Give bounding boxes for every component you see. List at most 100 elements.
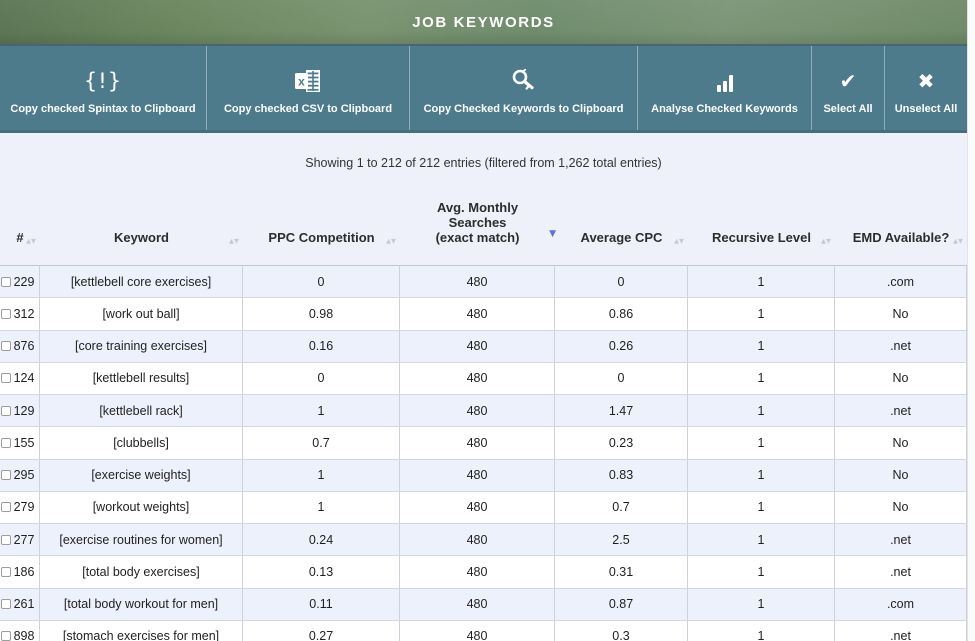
row-checkbox[interactable] <box>1 406 11 416</box>
row-number: 155 <box>11 436 39 450</box>
spintax-braces-icon: {!} <box>84 66 122 92</box>
analyse-keywords-button[interactable]: Analyse Checked Keywords <box>638 46 812 130</box>
cell-emd: .net <box>835 395 967 426</box>
cell-cpc: 0.87 <box>555 589 688 620</box>
select-all-button[interactable]: ✔ Select All <box>812 46 885 130</box>
excel-file-icon: x <box>295 66 321 92</box>
cell-keyword: [kettlebell rack] <box>40 395 243 426</box>
title-bar: JOB KEYWORDS <box>0 0 967 44</box>
table-row: 124[kettlebell results]048001No <box>0 363 967 395</box>
row-id-cell: 129 <box>0 395 40 426</box>
table-row: 277[exercise routines for women]0.244802… <box>0 524 967 556</box>
copy-spintax-button[interactable]: {!} Copy checked Spintax to Clipboard <box>0 46 207 130</box>
cell-recursive: 1 <box>688 621 835 641</box>
row-id-cell: 312 <box>0 298 40 329</box>
row-id-cell: 277 <box>0 524 40 555</box>
sort-icon[interactable]: ▲▼ <box>821 239 831 244</box>
row-checkbox[interactable] <box>1 438 11 448</box>
row-checkbox[interactable] <box>1 309 11 319</box>
column-header-avg-monthly-searches[interactable]: Avg. Monthly Searches (exact match) ▼ <box>400 185 555 260</box>
column-header-average-cpc[interactable]: Average CPC ▲▼ <box>555 215 688 260</box>
page-title: JOB KEYWORDS <box>0 0 967 46</box>
cell-searches: 480 <box>400 395 555 426</box>
cell-keyword: [total body workout for men] <box>40 589 243 620</box>
copy-spintax-label: Copy checked Spintax to Clipboard <box>4 103 201 115</box>
cell-emd: .net <box>835 621 967 641</box>
page-edge-scroll-strip[interactable] <box>967 0 975 641</box>
cell-searches: 480 <box>400 621 555 641</box>
row-checkbox[interactable] <box>1 373 11 383</box>
sort-icon[interactable]: ▲▼ <box>674 239 684 244</box>
table-row: 876[core training exercises]0.164800.261… <box>0 331 967 363</box>
row-number: 312 <box>11 307 39 321</box>
cell-searches: 480 <box>400 298 555 329</box>
row-checkbox[interactable] <box>1 535 11 545</box>
cell-emd: No <box>835 460 967 491</box>
sort-icon[interactable]: ▲▼ <box>26 239 36 244</box>
row-id-cell: 898 <box>0 621 40 641</box>
row-checkbox[interactable] <box>1 567 11 577</box>
x-mark-icon: ✖ <box>918 66 935 92</box>
cell-recursive: 1 <box>688 524 835 555</box>
cell-cpc: 2.5 <box>555 524 688 555</box>
column-header-recursive-level[interactable]: Recursive Level ▲▼ <box>688 215 835 260</box>
cell-emd: No <box>835 492 967 523</box>
table-header-row: # ▲▼ Keyword ▲▼ PPC Competition ▲▼ Avg. … <box>0 200 967 266</box>
column-header-ppc-competition[interactable]: PPC Competition ▲▼ <box>243 215 400 260</box>
column-header-emd-available[interactable]: EMD Available? ▲▼ <box>835 215 967 260</box>
sort-icon[interactable]: ▲▼ <box>229 239 239 244</box>
row-checkbox[interactable] <box>1 502 11 512</box>
cell-emd: .net <box>835 556 967 587</box>
cell-recursive: 1 <box>688 460 835 491</box>
row-number: 295 <box>11 468 39 482</box>
table-row: 312[work out ball]0.984800.861No <box>0 298 967 330</box>
copy-keywords-button[interactable]: Copy Checked Keywords to Clipboard <box>410 46 638 130</box>
row-id-cell: 279 <box>0 492 40 523</box>
sort-icon[interactable]: ▲▼ <box>386 239 396 244</box>
toolbar: {!} Copy checked Spintax to Clipboard x … <box>0 44 967 133</box>
sort-icon[interactable]: ▲▼ <box>953 239 963 244</box>
bar-chart-icon <box>717 66 733 92</box>
row-number: 129 <box>11 404 39 418</box>
search-key-icon <box>510 66 537 92</box>
row-checkbox[interactable] <box>1 470 11 480</box>
cell-ppc: 0.16 <box>243 331 400 362</box>
cell-keyword: [total body exercises] <box>40 556 243 587</box>
cell-keyword: [stomach exercises for men] <box>40 621 243 641</box>
cell-ppc: 0.13 <box>243 556 400 587</box>
cell-cpc: 0.86 <box>555 298 688 329</box>
table-row: 129[kettlebell rack]14801.471.net <box>0 395 967 427</box>
row-id-cell: 186 <box>0 556 40 587</box>
cell-searches: 480 <box>400 460 555 491</box>
row-checkbox[interactable] <box>1 599 11 609</box>
cell-searches: 480 <box>400 589 555 620</box>
column-header-keyword[interactable]: Keyword ▲▼ <box>40 215 243 260</box>
unselect-all-button[interactable]: ✖ Unselect All <box>885 46 967 130</box>
cell-emd: No <box>835 298 967 329</box>
cell-cpc: 0.7 <box>555 492 688 523</box>
row-number: 279 <box>11 500 39 514</box>
cell-recursive: 1 <box>688 266 835 297</box>
row-number: 898 <box>11 629 39 641</box>
cell-cpc: 0.26 <box>555 331 688 362</box>
row-number: 229 <box>11 275 39 289</box>
table-row: 898[stomach exercises for men]0.274800.3… <box>0 621 967 641</box>
table-row: 155[clubbells]0.74800.231No <box>0 427 967 459</box>
row-id-cell: 229 <box>0 266 40 297</box>
row-number: 876 <box>11 339 39 353</box>
copy-csv-button[interactable]: x Copy checked CSV to Clipboard <box>207 46 410 130</box>
cell-emd: .net <box>835 524 967 555</box>
row-checkbox[interactable] <box>1 277 11 287</box>
table-row: 295[exercise weights]14800.831No <box>0 460 967 492</box>
column-header-index[interactable]: # ▲▼ <box>0 215 40 260</box>
cell-searches: 480 <box>400 266 555 297</box>
row-id-cell: 876 <box>0 331 40 362</box>
cell-keyword: [exercise weights] <box>40 460 243 491</box>
cell-keyword: [clubbells] <box>40 427 243 458</box>
row-checkbox[interactable] <box>1 631 11 641</box>
cell-emd: No <box>835 427 967 458</box>
row-checkbox[interactable] <box>1 341 11 351</box>
cell-cpc: 0 <box>555 363 688 394</box>
cell-ppc: 0.11 <box>243 589 400 620</box>
cell-recursive: 1 <box>688 298 835 329</box>
